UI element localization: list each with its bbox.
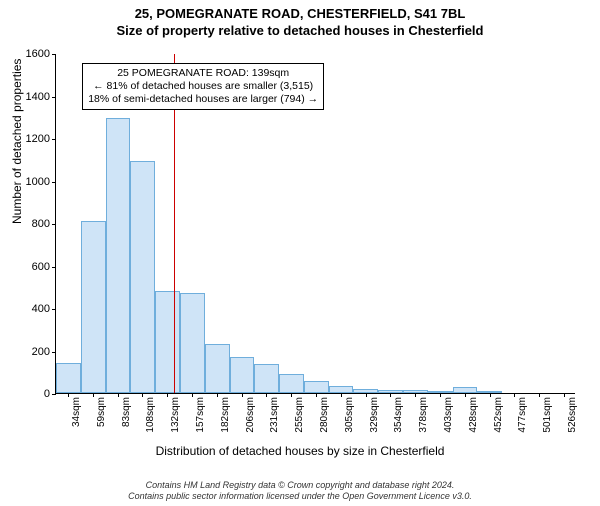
x-tick-label: 477sqm bbox=[517, 397, 528, 433]
annotation-line2: ← 81% of detached houses are smaller (3,… bbox=[88, 80, 318, 93]
x-axis-label: Distribution of detached houses by size … bbox=[0, 444, 600, 458]
x-tick-label: 501sqm bbox=[542, 397, 553, 433]
y-tick-label: 200 bbox=[32, 346, 50, 358]
x-tick-label: 182sqm bbox=[220, 397, 231, 433]
x-tick-label: 378sqm bbox=[418, 397, 429, 433]
x-tick-mark bbox=[118, 393, 119, 397]
x-tick-mark bbox=[564, 393, 565, 397]
y-tick-mark bbox=[52, 139, 56, 140]
y-tick-mark bbox=[52, 267, 56, 268]
x-tick-mark bbox=[514, 393, 515, 397]
x-tick-mark bbox=[440, 393, 441, 397]
histogram-bar bbox=[279, 374, 304, 393]
x-tick-label: 526sqm bbox=[567, 397, 578, 433]
histogram-bar bbox=[155, 291, 180, 393]
histogram-bar bbox=[180, 293, 205, 393]
y-tick-mark bbox=[52, 309, 56, 310]
x-tick-label: 34sqm bbox=[71, 397, 82, 427]
y-tick-label: 1000 bbox=[26, 176, 50, 188]
y-tick-label: 600 bbox=[32, 261, 50, 273]
x-tick-mark bbox=[68, 393, 69, 397]
x-tick-label: 452sqm bbox=[493, 397, 504, 433]
footer-attribution: Contains HM Land Registry data © Crown c… bbox=[0, 480, 600, 502]
histogram-bar bbox=[130, 161, 155, 393]
histogram-bar bbox=[329, 386, 354, 393]
x-tick-label: 231sqm bbox=[269, 397, 280, 433]
y-tick-label: 400 bbox=[32, 303, 50, 315]
x-tick-mark bbox=[539, 393, 540, 397]
y-tick-mark bbox=[52, 97, 56, 98]
x-tick-label: 354sqm bbox=[393, 397, 404, 433]
x-tick-label: 132sqm bbox=[170, 397, 181, 433]
y-tick-mark bbox=[52, 352, 56, 353]
y-tick-label: 1600 bbox=[26, 48, 50, 60]
footer-line1: Contains HM Land Registry data © Crown c… bbox=[146, 480, 455, 490]
x-tick-label: 329sqm bbox=[369, 397, 380, 433]
annotation-line3: 18% of semi-detached houses are larger (… bbox=[88, 93, 318, 106]
x-tick-mark bbox=[93, 393, 94, 397]
annotation-box: 25 POMEGRANATE ROAD: 139sqm← 81% of deta… bbox=[82, 63, 324, 110]
x-tick-mark bbox=[316, 393, 317, 397]
y-tick-label: 0 bbox=[44, 388, 50, 400]
x-tick-mark bbox=[490, 393, 491, 397]
x-tick-mark bbox=[266, 393, 267, 397]
y-tick-mark bbox=[52, 182, 56, 183]
x-tick-label: 255sqm bbox=[294, 397, 305, 433]
y-tick-mark bbox=[52, 394, 56, 395]
x-tick-label: 280sqm bbox=[319, 397, 330, 433]
x-tick-label: 305sqm bbox=[344, 397, 355, 433]
x-tick-mark bbox=[465, 393, 466, 397]
histogram-bar bbox=[81, 221, 106, 393]
x-tick-label: 59sqm bbox=[96, 397, 107, 427]
y-tick-mark bbox=[52, 54, 56, 55]
x-tick-mark bbox=[167, 393, 168, 397]
x-tick-mark bbox=[192, 393, 193, 397]
histogram-bar bbox=[304, 381, 329, 393]
x-tick-mark bbox=[217, 393, 218, 397]
y-tick-label: 1200 bbox=[26, 133, 50, 145]
histogram-bar bbox=[254, 364, 279, 393]
x-tick-mark bbox=[242, 393, 243, 397]
x-tick-mark bbox=[366, 393, 367, 397]
histogram-bar bbox=[106, 118, 131, 393]
y-tick-mark bbox=[52, 224, 56, 225]
x-tick-mark bbox=[142, 393, 143, 397]
annotation-line1: 25 POMEGRANATE ROAD: 139sqm bbox=[88, 67, 318, 80]
page-title-line2: Size of property relative to detached ho… bbox=[0, 23, 600, 38]
page-title-line1: 25, POMEGRANATE ROAD, CHESTERFIELD, S41 … bbox=[0, 6, 600, 21]
x-tick-label: 83sqm bbox=[121, 397, 132, 427]
y-tick-label: 800 bbox=[32, 218, 50, 230]
x-tick-label: 428sqm bbox=[468, 397, 479, 433]
x-tick-label: 157sqm bbox=[195, 397, 206, 433]
histogram-bar bbox=[56, 363, 81, 393]
x-tick-mark bbox=[415, 393, 416, 397]
histogram-bar bbox=[205, 344, 230, 393]
x-tick-label: 108sqm bbox=[145, 397, 156, 433]
y-tick-label: 1400 bbox=[26, 91, 50, 103]
x-tick-mark bbox=[291, 393, 292, 397]
plot-region: 0200400600800100012001400160034sqm59sqm8… bbox=[55, 54, 575, 394]
x-tick-mark bbox=[341, 393, 342, 397]
x-tick-label: 403sqm bbox=[443, 397, 454, 433]
y-axis-label: Number of detached properties bbox=[10, 59, 24, 224]
x-tick-label: 206sqm bbox=[245, 397, 256, 433]
x-tick-mark bbox=[390, 393, 391, 397]
chart-area: 0200400600800100012001400160034sqm59sqm8… bbox=[55, 54, 575, 394]
histogram-bar bbox=[230, 357, 255, 393]
